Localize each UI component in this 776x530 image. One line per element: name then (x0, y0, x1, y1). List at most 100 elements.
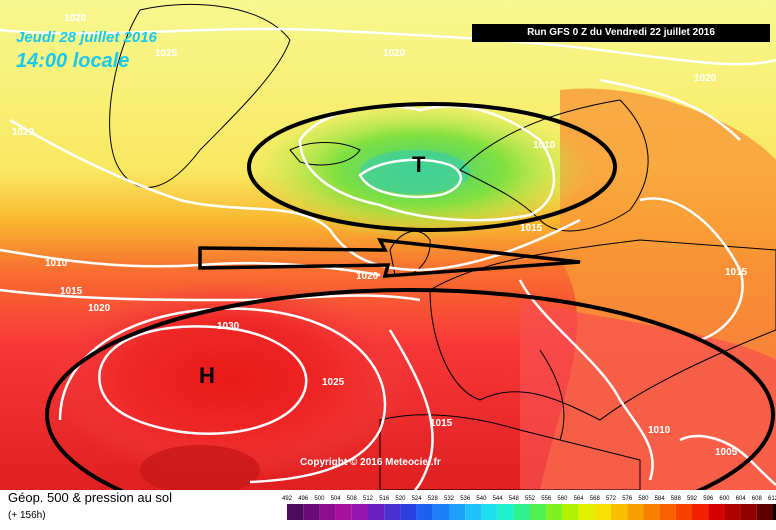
color-swatch (303, 504, 320, 520)
color-swatch (659, 504, 676, 520)
color-scale-tick: 604 (736, 496, 747, 502)
color-swatch (449, 504, 466, 520)
color-swatch (384, 504, 401, 520)
color-swatch (546, 504, 563, 520)
isobar-label: 1015 (60, 286, 83, 297)
color-swatch (675, 504, 692, 520)
color-swatch (708, 504, 725, 520)
color-scale-tick: 540 (476, 496, 487, 502)
color-swatch (335, 504, 352, 520)
color-scale-tick: 612 (768, 496, 776, 502)
color-scale-tick: 504 (331, 496, 342, 502)
color-swatch (432, 504, 449, 520)
isobar-label: 1020 (383, 48, 406, 59)
color-scale-tick: 572 (606, 496, 617, 502)
isobar-label: 1020 (694, 73, 717, 84)
color-swatch (594, 504, 611, 520)
color-swatch (481, 504, 498, 520)
color-scale-tick: 536 (460, 496, 471, 502)
color-scale: 492 496 500 504 508 512 516 520 524 528 532 536 540 5… (282, 496, 776, 520)
color-scale-tick: 512 (363, 496, 374, 502)
isobar-label: 1020 (12, 127, 35, 138)
isobar-label: 1015 (520, 223, 543, 234)
color-scale-tick: 584 (655, 496, 666, 502)
color-scale-tick: 508 (347, 496, 358, 502)
color-swatch (416, 504, 433, 520)
color-swatch (497, 504, 514, 520)
isobar-label: 1030 (217, 321, 240, 332)
iceland-coastline (289, 142, 361, 166)
color-swatch (351, 504, 368, 520)
color-swatch (465, 504, 482, 520)
run-info-text: Run GFS 0 Z du Vendredi 22 juillet 2016 (527, 27, 715, 38)
weather-map: T H 1020 1025 1020 1020 1020 1010 1015 1… (0, 0, 776, 490)
color-scale-tick: 580 (638, 496, 649, 502)
color-scale-tick: 576 (622, 496, 633, 502)
westerly-flow-arrow (198, 237, 581, 278)
high-symbol: H (199, 363, 215, 388)
color-scale-tick: 568 (590, 496, 601, 502)
low-core (360, 150, 470, 194)
low-symbol: T (412, 152, 426, 177)
color-scale-tick: 596 (703, 496, 714, 502)
isobar-label: 1020 (88, 303, 111, 314)
color-swatch (562, 504, 579, 520)
color-scale-tick: 496 (298, 496, 309, 502)
color-scale-tick: 528 (428, 496, 439, 502)
color-scale-tick: 524 (412, 496, 423, 502)
color-scale-tick: 500 (314, 496, 325, 502)
color-swatch (287, 504, 304, 520)
color-swatch (724, 504, 741, 520)
low-pressure-ring (247, 102, 617, 232)
greenland-coastline (109, 3, 291, 188)
color-scale-tick: 492 (282, 496, 293, 502)
color-scale-tick: 564 (574, 496, 585, 502)
copyright-text: Copyright © 2016 Meteociel.fr (300, 457, 441, 468)
color-swatch (756, 504, 773, 520)
run-info-box: Run GFS 0 Z du Vendredi 22 juillet 2016 (472, 24, 770, 42)
color-scale-tick: 532 (444, 496, 455, 502)
isobar-label: 1020 (356, 271, 379, 282)
high-core (140, 445, 260, 490)
isobar-label: 1025 (322, 377, 345, 388)
color-swatch (643, 504, 660, 520)
color-scale-tick: 560 (557, 496, 568, 502)
north-africa-coastline (379, 414, 641, 490)
legend-subtitle: (+ 156h) (8, 510, 46, 521)
color-swatch (513, 504, 530, 520)
high-pressure-ring (45, 288, 775, 490)
color-swatch-overflow (773, 504, 776, 520)
color-scale-tick: 556 (541, 496, 552, 502)
color-scale-tick: 520 (395, 496, 406, 502)
color-scale-tick: 588 (671, 496, 682, 502)
isobar-label: 1025 (155, 48, 178, 59)
color-swatch (740, 504, 757, 520)
isobar-label: 1015 (430, 418, 453, 429)
isobar-label: 1020 (64, 13, 87, 24)
color-swatch (530, 504, 547, 520)
color-scale-tick: 592 (687, 496, 698, 502)
color-swatch (578, 504, 595, 520)
color-swatch (692, 504, 709, 520)
forecast-time: 14:00 locale (16, 50, 129, 72)
isobar-label: 1010 (45, 258, 68, 269)
color-swatch (627, 504, 644, 520)
isobar-label: 1015 (725, 267, 748, 278)
forecast-date: Jeudi 28 juillet 2016 (16, 29, 158, 46)
color-scale-tick: 516 (379, 496, 390, 502)
color-scale-tick: 544 (493, 496, 504, 502)
color-swatch (368, 504, 385, 520)
color-swatch (611, 504, 628, 520)
color-scale-tick: 552 (525, 496, 536, 502)
color-scale-tick: 600 (719, 496, 730, 502)
italy-coastline (539, 349, 565, 441)
legend-title: Géop. 500 & pression au sol (8, 490, 173, 505)
isobar-label: 1010 (533, 140, 556, 151)
color-scale-tick: 548 (509, 496, 520, 502)
isobar-label: 1005 (715, 447, 738, 458)
isobar-labels: 1020 1025 1020 1020 1020 1010 1015 1010 … (12, 13, 748, 458)
europe-coastline (429, 239, 776, 421)
color-swatch (400, 504, 417, 520)
color-swatch (319, 504, 336, 520)
